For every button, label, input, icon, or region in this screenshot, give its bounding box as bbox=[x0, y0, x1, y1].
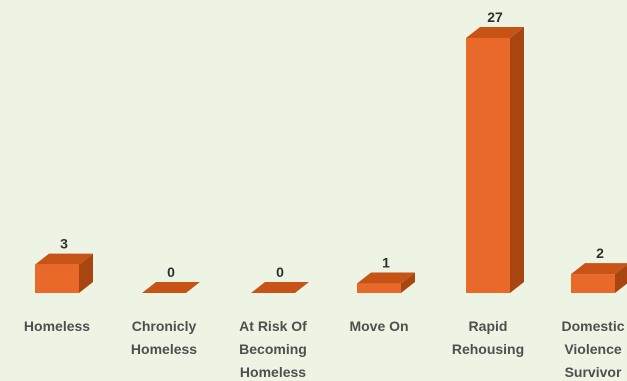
data-label: 27 bbox=[487, 9, 503, 25]
bar-side-face bbox=[79, 253, 93, 293]
category-label-line: Chronicly bbox=[132, 318, 197, 334]
category-label: Domestic Violence Survivor bbox=[561, 318, 624, 380]
data-labels-group: 3 0 0 1 27 2 bbox=[60, 9, 604, 280]
category-label: Homeless bbox=[24, 318, 90, 334]
category-label-line: Rehousing bbox=[452, 341, 524, 357]
data-label: 0 bbox=[167, 264, 175, 280]
category-label-line: Homeless bbox=[131, 341, 197, 357]
bar-4 bbox=[357, 272, 415, 293]
category-label: At Risk Of Becoming Homeless bbox=[239, 318, 307, 380]
bar-top-face bbox=[142, 282, 200, 293]
bar-front-face bbox=[357, 283, 401, 293]
bar-side-face bbox=[510, 27, 524, 293]
category-label: Move On bbox=[349, 318, 408, 334]
bar-top-face bbox=[466, 27, 524, 38]
category-label-line: Homeless bbox=[240, 364, 306, 380]
category-labels-group: Homeless Chronicly Homeless At Risk Of Becom… bbox=[24, 318, 625, 380]
category-label-line: Homeless bbox=[24, 318, 90, 334]
category-label-line: Survivor bbox=[565, 364, 622, 380]
category-label: Rapid Rehousing bbox=[452, 318, 524, 357]
category-label-line: Move On bbox=[349, 318, 408, 334]
bar-top-face bbox=[357, 272, 415, 284]
bar-side-face bbox=[401, 272, 415, 293]
bar-6 bbox=[571, 263, 627, 293]
data-label: 3 bbox=[60, 236, 68, 252]
bar-side-face bbox=[615, 264, 627, 293]
bar-1 bbox=[35, 253, 93, 293]
data-label: 1 bbox=[382, 255, 390, 271]
bar-top-face bbox=[35, 253, 93, 265]
data-label: 0 bbox=[276, 264, 284, 280]
bar-2 bbox=[142, 282, 200, 293]
category-label-line: Domestic bbox=[561, 318, 624, 334]
category-label-line: Rapid bbox=[469, 318, 508, 334]
bar-5 bbox=[466, 27, 524, 293]
bar-front-face bbox=[35, 264, 79, 293]
data-label: 2 bbox=[596, 245, 604, 261]
bar-3 bbox=[251, 282, 309, 293]
category-label-line: At Risk Of bbox=[239, 318, 307, 334]
category-label-line: Violence bbox=[564, 341, 622, 357]
category-label: Chronicly Homeless bbox=[131, 318, 197, 357]
category-label-line: Becoming bbox=[239, 341, 307, 357]
bar-top-face bbox=[571, 263, 627, 275]
bar-top-face bbox=[251, 282, 309, 293]
bars-group bbox=[35, 27, 627, 293]
bar-front-face bbox=[571, 274, 615, 293]
bar-front-face bbox=[466, 38, 510, 293]
